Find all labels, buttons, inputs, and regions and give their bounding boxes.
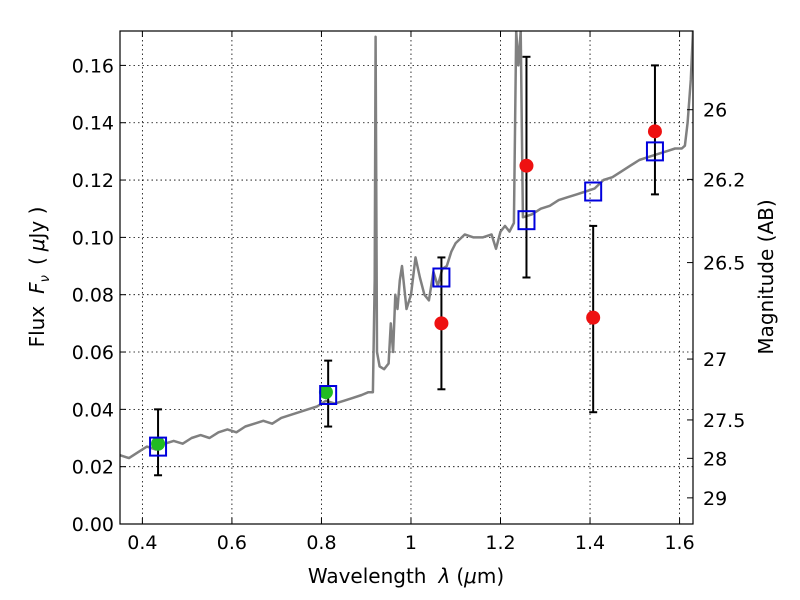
data-point-square: [432, 267, 451, 288]
data-point-square: [584, 181, 603, 202]
x-tick-label: 1.2: [485, 532, 515, 554]
data-point-circle: [151, 436, 166, 451]
x-tick-label: 0.4: [127, 532, 157, 554]
x-tick-label: 1.6: [664, 532, 694, 554]
data-point-circle: [647, 124, 662, 139]
spectrum-line: [120, 31, 693, 460]
y2-tick-label: 27: [703, 349, 727, 371]
data-point-square: [319, 385, 338, 406]
x-tick-labels: 0.4 0.6 0.8 1 1.2 1.4 1.6: [127, 532, 694, 554]
y2-tick-labels: 26 26.2 26.5 27 27.5 28 29: [703, 100, 745, 510]
y-tick-labels: 0.00 0.02 0.04 0.06 0.08 0.10 0.12 0.14 0.16: [72, 55, 114, 536]
data-point-square: [149, 436, 168, 457]
y-axis-label: FluxFν(μJy ): [25, 207, 53, 348]
y2-tick-label: 26.5: [703, 253, 745, 275]
y2-tick-label: 27.5: [703, 410, 745, 432]
x-tick-label: 1: [405, 532, 417, 554]
grid: [120, 31, 693, 525]
spectrum-layer: [120, 31, 693, 460]
data-point-circle: [586, 310, 601, 325]
y-tick-label: 0.14: [72, 113, 114, 135]
y-tick-label: 0.00: [72, 514, 114, 536]
y-tick-label: 0.16: [72, 55, 114, 77]
y2-tick-label: 29: [703, 488, 727, 510]
data-point-circle: [318, 385, 333, 400]
marker-layer: [149, 124, 664, 457]
x-tick-label: 0.8: [306, 532, 336, 554]
y-tick-label: 0.02: [72, 457, 114, 479]
x-axis-label: Wavelength λ (μm): [308, 564, 504, 588]
y2-axis-label: Magnitude (AB): [754, 199, 778, 354]
data-point-square: [517, 210, 536, 231]
plot-frame: [119, 30, 694, 525]
y-tick-label: 0.06: [72, 342, 114, 364]
y2-tick-label: 28: [703, 448, 727, 470]
y-tick-label: 0.04: [72, 399, 114, 421]
ticks: [120, 31, 693, 525]
data-point-circle: [519, 158, 534, 173]
data-point-square: [645, 141, 664, 162]
y-tick-label: 0.12: [72, 170, 114, 192]
x-tick-label: 1.4: [575, 532, 605, 554]
data-point-circle: [434, 316, 449, 331]
y2-tick-label: 26.2: [703, 169, 745, 191]
y-tick-label: 0.10: [72, 227, 114, 249]
y-tick-label: 0.08: [72, 285, 114, 307]
y2-tick-label: 26: [703, 100, 727, 122]
x-tick-label: 0.6: [217, 532, 247, 554]
